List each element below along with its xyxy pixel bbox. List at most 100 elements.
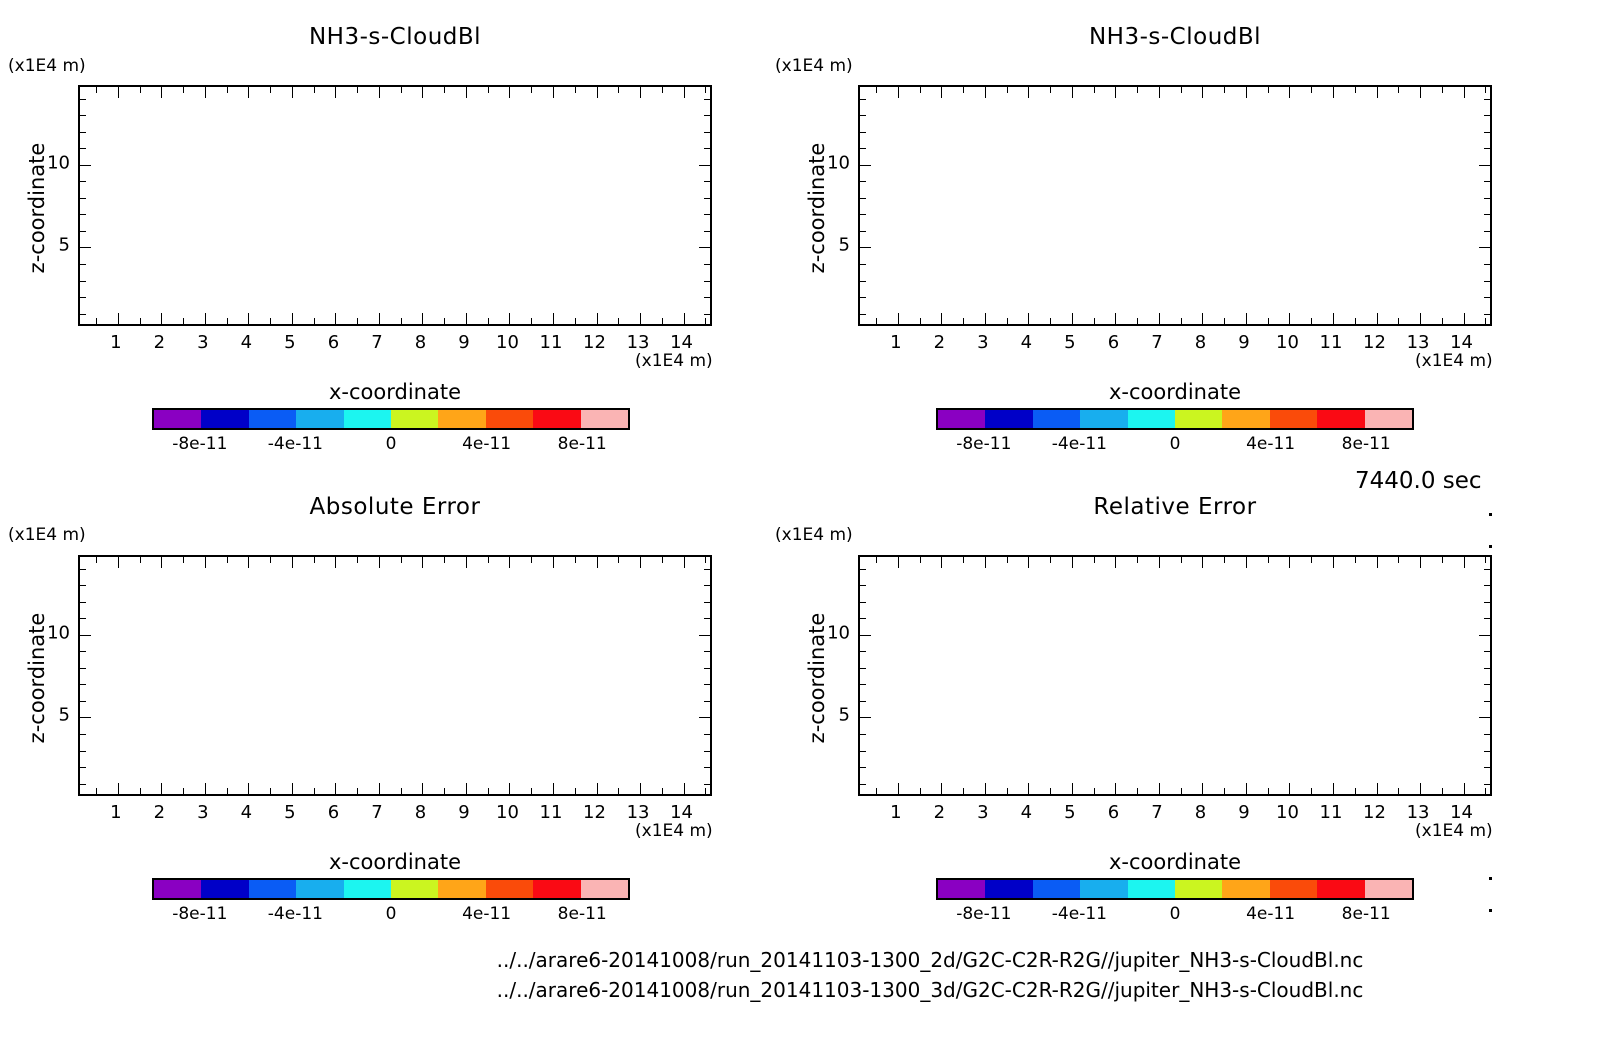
colorbar-segment <box>485 410 534 428</box>
x-axis-tick <box>444 788 446 794</box>
colorbar-tick-label: 0 <box>1169 434 1181 454</box>
x-axis-tick-top <box>357 557 359 563</box>
x-axis-tick-top <box>1115 557 1117 568</box>
x-axis-tick-top <box>248 557 250 568</box>
plot-area-top-right[interactable] <box>858 85 1492 326</box>
colorbar-segment <box>1032 410 1081 428</box>
x-axis-tick-top <box>487 87 489 93</box>
x-axis-tick-top <box>400 87 402 93</box>
x-axis-tick-top <box>1485 87 1487 93</box>
y-axis-tick <box>80 115 86 117</box>
x-tick-label: 13 <box>1406 332 1430 353</box>
x-axis-tick-top <box>335 557 337 568</box>
y-axis-tick <box>860 618 866 620</box>
x-axis-tick <box>1354 788 1356 794</box>
x-axis-tick <box>400 788 402 794</box>
y-axis-tick <box>80 783 86 785</box>
colorbar-segment <box>296 880 344 898</box>
colorbar-top-left[interactable] <box>152 408 630 430</box>
x-axis-tick-top <box>422 557 424 568</box>
x-axis-tick-top <box>291 87 293 98</box>
x-axis-tick <box>552 313 554 324</box>
x-axis-tick-top <box>661 557 663 563</box>
x-axis-tick <box>117 783 119 794</box>
y-axis-tick-right <box>699 634 710 636</box>
y-axis-tick-right <box>1484 280 1490 282</box>
x-axis-tick <box>1093 788 1095 794</box>
x-axis-tick <box>596 783 598 794</box>
y-axis-tick-right <box>1484 585 1490 587</box>
edge-mark-icon <box>1489 909 1492 912</box>
x-tick-label: 9 <box>1238 802 1250 823</box>
x-axis-tick <box>444 318 446 324</box>
x-axis-tick-top <box>248 87 250 98</box>
y-axis-tick <box>80 181 86 183</box>
x-axis-tick-top <box>1202 87 1204 98</box>
y-axis-tick <box>80 131 86 133</box>
colorbar-segment <box>485 880 534 898</box>
y-axis-tick <box>80 634 91 636</box>
y-axis-tick-right <box>704 783 710 785</box>
x-axis-tick <box>984 313 986 324</box>
colorbar-segment <box>1269 880 1318 898</box>
x-axis-tick-top <box>96 87 98 93</box>
y-axis-tick-right <box>704 131 710 133</box>
x-axis-tick <box>1311 318 1313 324</box>
x-axis-tick <box>596 313 598 324</box>
x-axis-tick-top <box>313 557 315 563</box>
x-axis-tick <box>640 783 642 794</box>
colorbar-segment <box>201 410 249 428</box>
x-tick-label: 7 <box>371 802 383 823</box>
x-axis-tick <box>248 313 250 324</box>
plot-area-top-left[interactable] <box>78 85 712 326</box>
x-axis-tick <box>531 318 533 324</box>
y-axis-tick-right <box>704 568 710 570</box>
colorbar-tick-label: 4e-11 <box>1246 904 1296 924</box>
y-axis-tick-right <box>704 585 710 587</box>
colorbar-tick-label: -4e-11 <box>267 434 323 454</box>
colorbar-tick-label: 8e-11 <box>557 434 607 454</box>
x-tick-label: 8 <box>414 332 427 353</box>
x-unit-label-top-left: (x1E4 m) <box>635 351 713 371</box>
x-axis-tick-top <box>683 87 685 98</box>
y-unit-label-bottom-right: (x1E4 m) <box>775 525 853 545</box>
x-axis-tick <box>1071 313 1073 324</box>
y-axis-tick-right <box>704 181 710 183</box>
x-axis-tick-top <box>963 87 965 93</box>
y-axis-tick <box>860 197 866 199</box>
x-tick-label: 13 <box>626 802 650 823</box>
x-axis-tick <box>941 313 943 324</box>
y-axis-tick <box>80 618 86 620</box>
colorbar-top-right[interactable] <box>936 408 1414 430</box>
y-axis-tick-right <box>1479 247 1490 249</box>
x-axis-tick-top <box>1311 557 1313 563</box>
y-axis-tick-right <box>1484 263 1490 265</box>
x-tick-label: 3 <box>977 332 989 353</box>
y-axis-tick-right <box>704 700 710 702</box>
x-axis-tick-top <box>183 557 185 563</box>
time-label: 7440.0 sec <box>1355 468 1482 494</box>
x-tick-label: 10 <box>1276 802 1299 823</box>
x-axis-tick-top <box>1463 87 1465 98</box>
x-axis-tick <box>1137 318 1139 324</box>
colorbar-segment <box>938 880 986 898</box>
colorbar-tick-label: -4e-11 <box>1051 904 1107 924</box>
x-axis-tick-top <box>661 87 663 93</box>
colorbar-segment <box>1317 410 1365 428</box>
x-axis-tick <box>1158 783 1160 794</box>
x-axis-tick <box>226 788 228 794</box>
x-axis-tick <box>897 783 899 794</box>
plot-area-bottom-left[interactable] <box>78 555 712 796</box>
y-axis-tick <box>860 700 866 702</box>
x-axis-tick <box>618 318 620 324</box>
x-tick-label: 2 <box>933 802 946 823</box>
colorbar-bottom-right[interactable] <box>936 878 1414 900</box>
plot-area-bottom-right[interactable] <box>858 555 1492 796</box>
y-axis-tick <box>80 585 86 587</box>
x-axis-tick <box>919 318 921 324</box>
colorbar-segment <box>580 880 629 898</box>
x-tick-label: 8 <box>414 802 427 823</box>
x-tick-label: 1 <box>890 332 902 353</box>
x-axis-tick <box>683 313 685 324</box>
colorbar-bottom-left[interactable] <box>152 878 630 900</box>
